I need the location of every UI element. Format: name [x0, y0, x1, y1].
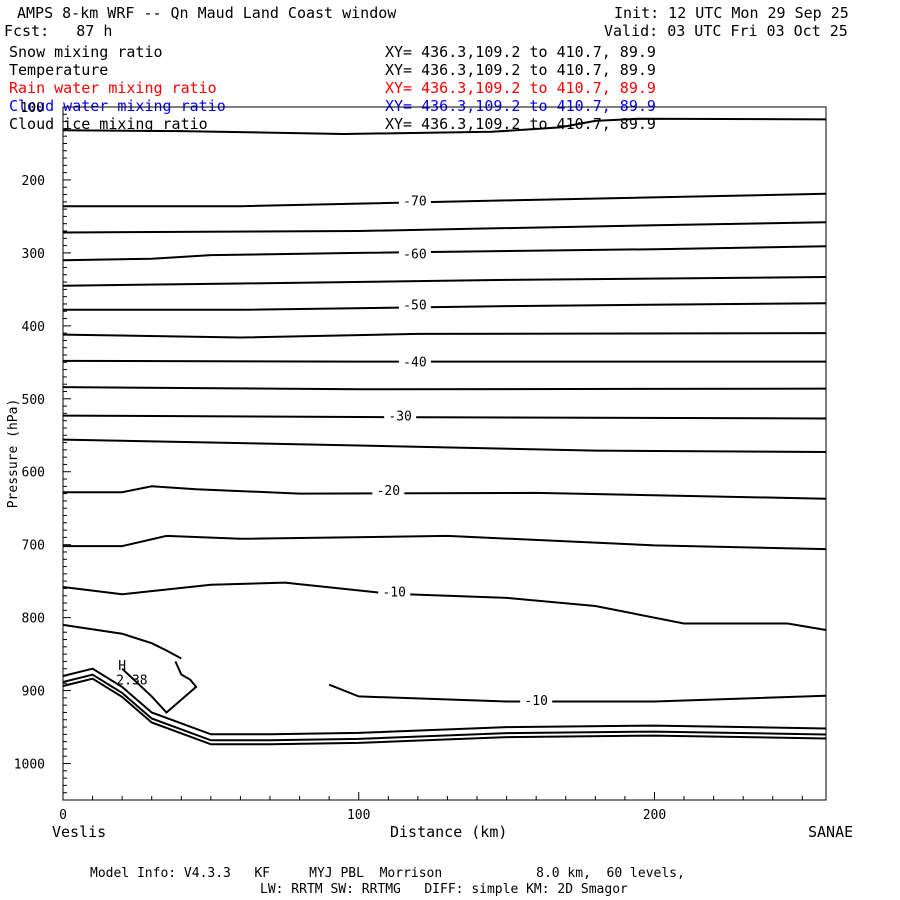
contour-label: -40: [403, 356, 426, 371]
contour-label: -10: [524, 694, 547, 709]
contour-label-bg: [384, 407, 417, 423]
x-tick-label: 200: [643, 808, 666, 823]
temperature-contour: [63, 192, 827, 208]
contour-label-bg: [398, 353, 431, 369]
terrain-line: [62, 673, 827, 742]
temperature-contour: [62, 359, 826, 363]
contour-label-bg: [398, 192, 431, 208]
contour-label-bg: [398, 296, 431, 312]
title-text: AMPS 8-km WRF -- Qn Maud Land Coast wind…: [17, 4, 397, 22]
forecast-hour: Fcst: 87 h: [4, 22, 113, 40]
contour-label-bg: [378, 583, 411, 599]
temperature-contour: [62, 332, 827, 339]
y-tick-label: 900: [22, 685, 45, 700]
temperature-contour: [62, 386, 827, 391]
plot-frame: [62, 106, 827, 801]
contour-label: -60: [403, 248, 426, 263]
temperature-contour: [328, 683, 827, 703]
x-tick-label: 0: [59, 808, 67, 823]
field-name-cloud-water: Cloud water mixing ratio: [9, 97, 226, 115]
y-tick-label: 800: [22, 612, 45, 627]
temperature-contour: [62, 581, 827, 631]
right-endpoint-label: SANAE: [808, 823, 854, 841]
temperature-contour: [62, 438, 827, 453]
y-tick-label: 1000: [14, 758, 45, 773]
y-tick-label: 300: [22, 247, 45, 262]
y-tick-label: 200: [22, 174, 45, 189]
y-tick-label: 600: [22, 466, 45, 481]
temperature-contour: [62, 623, 182, 660]
temperature-contour: [62, 414, 827, 420]
contour-label: -30: [388, 410, 411, 425]
temperature-contour: [63, 485, 827, 500]
valid-time: Valid: 03 UTC Fri 03 Oct 25: [604, 22, 848, 40]
contour-annotation: -2.38: [108, 674, 147, 689]
contour-label: -70: [403, 194, 426, 209]
left-endpoint-label: Veslis: [52, 823, 107, 841]
footer-model-info: Model Info: V4.3.3 KF MYJ PBL Morrison 8…: [90, 866, 685, 881]
field-name-rain: Rain water mixing ratio: [9, 79, 217, 97]
contour-annotation: H: [118, 659, 126, 674]
temperature-contour: [121, 660, 198, 714]
field-name-temperature: Temperature: [9, 61, 109, 79]
init-time: Init: 12 UTC Mon 29 Sep 25: [614, 4, 849, 22]
y-tick-label: 700: [22, 539, 45, 554]
contour-label-bg: [372, 481, 405, 497]
temperature-contour: [63, 534, 827, 551]
y-tick-label: 400: [22, 320, 45, 335]
field-xy-temperature: XY= 436.3,109.2 to 410.7, 89.9: [385, 61, 656, 79]
x-axis-label: Distance (km): [390, 823, 508, 841]
y-axis-label: Pressure (hPa): [6, 399, 21, 509]
contour-label: -50: [403, 299, 426, 314]
y-tick-label: 100: [21, 101, 44, 116]
x-tick-label: 100: [347, 808, 370, 823]
contour-label: -10: [382, 585, 405, 600]
contour-label: -20: [377, 484, 400, 499]
contour-label-bg: [398, 245, 431, 261]
field-name-snow: Snow mixing ratio: [9, 43, 163, 61]
contour-label-bg: [520, 692, 553, 708]
field-xy-rain: XY= 436.3,109.2 to 410.7, 89.9: [385, 79, 656, 97]
terrain-line: [62, 677, 827, 746]
temperature-contour: [63, 302, 827, 311]
temperature-contour: [62, 221, 827, 234]
footer-physics-info: LW: RRTM SW: RRTMG DIFF: simple KM: 2D S…: [260, 882, 628, 897]
field-xy-cloud-water: XY= 436.3,109.2 to 410.7, 89.9: [385, 97, 656, 115]
temperature-contour: [62, 245, 827, 262]
field-xy-snow: XY= 436.3,109.2 to 410.7, 89.9: [385, 43, 656, 61]
temperature-contour: [62, 117, 827, 136]
terrain-line: [62, 667, 827, 736]
field-xy-cloud-ice: XY= 436.3,109.2 to 410.7, 89.9: [385, 115, 656, 133]
y-tick-label: 500: [22, 393, 45, 408]
temperature-contour: [62, 276, 827, 287]
field-name-cloud-ice: Cloud ice mixing ratio: [9, 115, 208, 133]
